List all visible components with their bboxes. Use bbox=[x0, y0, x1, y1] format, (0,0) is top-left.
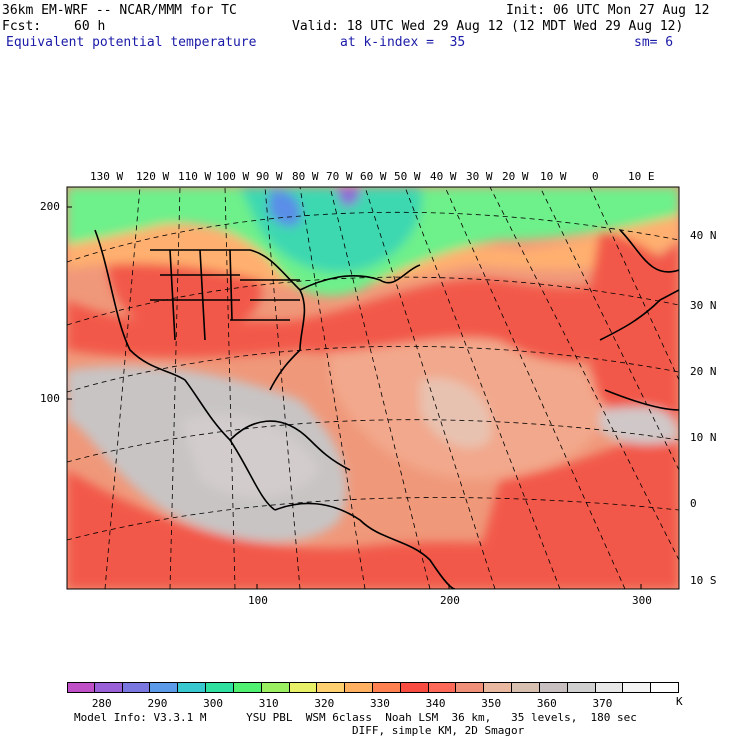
legend-swatch bbox=[150, 682, 179, 693]
lat-label: 10 N bbox=[690, 431, 717, 444]
legend-swatch bbox=[428, 682, 457, 693]
lon-label: 20 W bbox=[502, 170, 529, 183]
legend-swatch bbox=[178, 682, 207, 693]
legend-swatch bbox=[206, 682, 234, 693]
lon-label: 100 W bbox=[216, 170, 250, 183]
lat-label: 30 N bbox=[690, 299, 717, 312]
legend-tick-label: 280 bbox=[91, 697, 112, 710]
map-frame bbox=[66, 186, 680, 590]
legend-tick-label: 310 bbox=[258, 697, 279, 710]
legend-swatch bbox=[400, 682, 429, 693]
frame-ticks bbox=[67, 206, 642, 589]
lon-label: 90 W bbox=[256, 170, 283, 183]
valid-time: Valid: 18 UTC Wed 29 Aug 12 (12 MDT Wed … bbox=[292, 19, 684, 34]
legend-tick-label: 350 bbox=[481, 697, 502, 710]
midlatitude-warm-band bbox=[67, 240, 679, 362]
lon-label: 130 W bbox=[90, 170, 124, 183]
west-africa-grey-strip bbox=[600, 406, 679, 445]
legend-swatch bbox=[261, 682, 290, 693]
lon-label: 120 W bbox=[136, 170, 170, 183]
model-info: Model Info: V3.3.1 M YSU PBL WSM 6class … bbox=[74, 711, 637, 724]
smoothing-info: sm= 6 bbox=[634, 35, 674, 50]
legend-swatch bbox=[317, 682, 346, 693]
legend-swatch bbox=[67, 682, 95, 693]
coastlines bbox=[94, 229, 679, 589]
y-grid-label: 100 bbox=[40, 392, 60, 405]
legend-unit: K bbox=[676, 695, 683, 708]
legend-tick-label: 360 bbox=[536, 697, 557, 710]
x-grid-label: 200 bbox=[440, 594, 460, 607]
lon-label: 70 W bbox=[326, 170, 353, 183]
lon-label: 10 E bbox=[628, 170, 655, 183]
northern-orange-band bbox=[67, 200, 679, 289]
lon-label: 30 W bbox=[466, 170, 493, 183]
legend-swatch bbox=[623, 682, 652, 693]
legend-tick-label: 340 bbox=[425, 697, 446, 710]
legend-swatch bbox=[345, 682, 373, 693]
level-info: at k-index = 35 bbox=[340, 35, 466, 50]
legend-swatch bbox=[567, 682, 596, 693]
legend-tick-label: 290 bbox=[147, 697, 168, 710]
legend-swatch bbox=[456, 682, 485, 693]
field-name: Equivalent potential temperature bbox=[6, 35, 257, 50]
model-title: 36km EM-WRF -- NCAR/MMM for TC bbox=[2, 3, 237, 18]
lat-label: 0 bbox=[690, 497, 697, 510]
legend-tick-label: 300 bbox=[203, 697, 223, 710]
hudson-blue-patch bbox=[268, 189, 301, 227]
forecast-label: Fcst: bbox=[2, 19, 42, 34]
arctic-purple-patch bbox=[335, 187, 361, 207]
legend-swatch bbox=[539, 682, 568, 693]
legend-tick-label: 330 bbox=[370, 697, 390, 710]
lon-label: 50 W bbox=[394, 170, 421, 183]
legend-swatch bbox=[373, 682, 401, 693]
legend-tick-label: 320 bbox=[314, 697, 335, 710]
legend-swatch bbox=[94, 682, 123, 693]
lat-label: 20 N bbox=[690, 365, 717, 378]
legend-swatch bbox=[484, 682, 513, 693]
lon-label: 10 W bbox=[540, 170, 567, 183]
lon-label: 0 bbox=[592, 170, 599, 183]
y-grid-label: 200 bbox=[40, 200, 60, 213]
atlantic-pale-streak bbox=[420, 378, 492, 449]
lon-label: 60 W bbox=[360, 170, 387, 183]
legend-swatch bbox=[289, 682, 318, 693]
init-time: Init: 06 UTC Mon 27 Aug 12 bbox=[506, 3, 710, 18]
legend-swatch bbox=[233, 682, 262, 693]
africa-warm-area bbox=[588, 230, 679, 424]
forecast-value: 60 h bbox=[74, 19, 106, 34]
legend-tick-label: 370 bbox=[592, 697, 613, 710]
lon-label: 40 W bbox=[430, 170, 457, 183]
legend-swatch bbox=[122, 682, 151, 693]
model-physics: DIFF, simple KM, 2D Smagor bbox=[352, 724, 525, 737]
x-grid-label: 300 bbox=[632, 594, 652, 607]
south-atlantic-warm-area bbox=[470, 420, 679, 589]
lon-label: 80 W bbox=[292, 170, 319, 183]
legend-swatch bbox=[651, 682, 679, 693]
lon-label: 110 W bbox=[178, 170, 212, 183]
lat-label: 10 S bbox=[690, 574, 717, 587]
x-grid-label: 100 bbox=[248, 594, 268, 607]
legend-swatch bbox=[595, 682, 624, 693]
caribbean-grey-patch bbox=[180, 413, 320, 499]
lat-label: 40 N bbox=[690, 229, 717, 242]
legend-swatch bbox=[512, 682, 540, 693]
